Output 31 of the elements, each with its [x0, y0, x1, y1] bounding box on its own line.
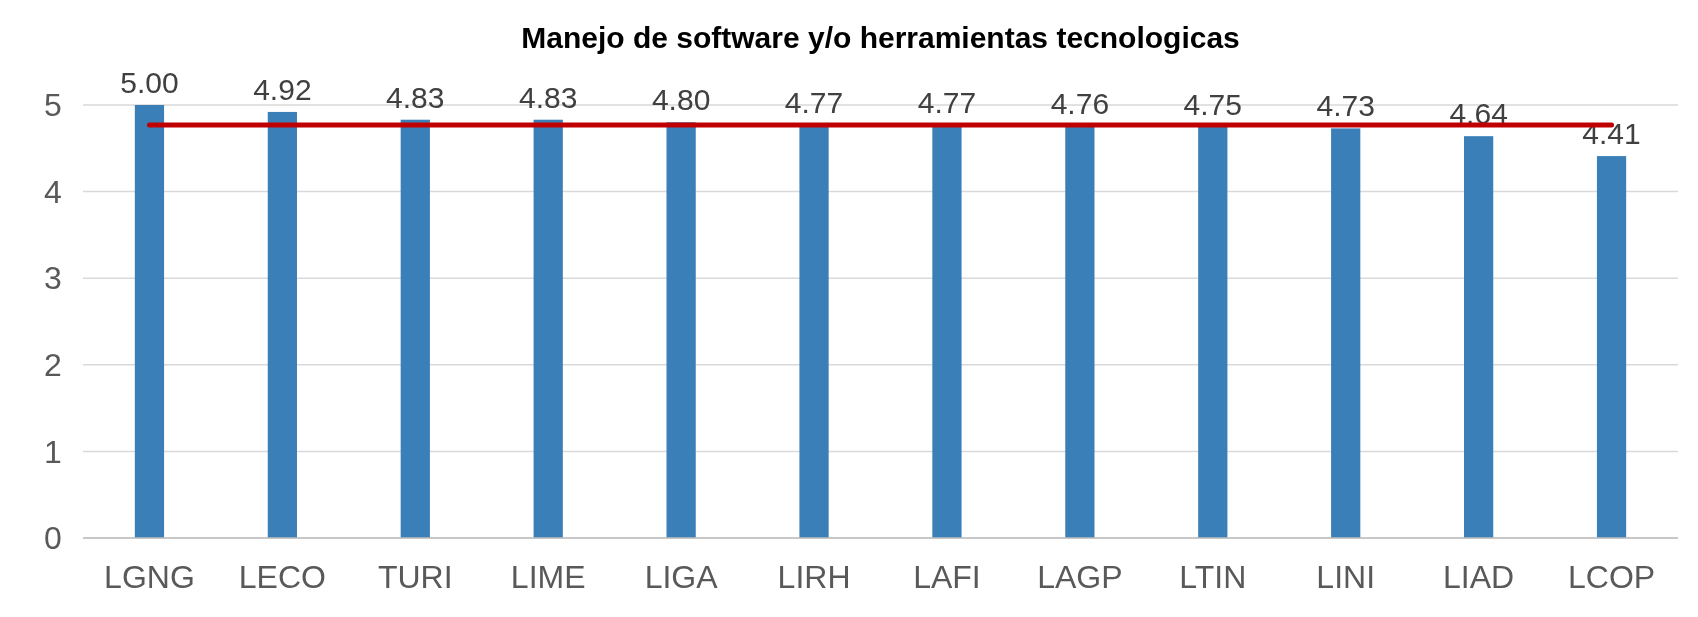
y-tick-label: 3	[44, 260, 62, 297]
data-label: 4.41	[1582, 117, 1641, 151]
data-label: 4.80	[651, 83, 711, 117]
data-label: 4.73	[1316, 89, 1375, 123]
x-tick-label: LAGP	[1037, 559, 1123, 595]
x-tick-label: LTIN	[1179, 559, 1247, 595]
y-tick-label: 1	[44, 433, 62, 470]
x-tick-label: LIRH	[777, 559, 851, 595]
data-label: 4.75	[1183, 87, 1242, 121]
y-tick-label: 0	[44, 520, 62, 557]
data-label: 4.76	[1050, 86, 1110, 120]
x-tick-label: LCOP	[1567, 559, 1656, 595]
data-label: 4.77	[784, 85, 844, 119]
x-tick-label: LGNG	[104, 559, 195, 595]
x-tick-label: TURI	[377, 559, 453, 595]
x-tick-label: LIGA	[644, 559, 719, 595]
chart-title: Manejo de software y/o herramientas tecnologicas	[521, 21, 1240, 54]
y-tick-label: 4	[44, 173, 62, 210]
x-tick-label: LAFI	[913, 559, 981, 595]
x-tick-label: LECO	[238, 559, 326, 595]
x-tick-label: LIAD	[1443, 559, 1515, 595]
y-tick-label: 2	[44, 347, 62, 383]
x-tick-label: LINI	[1316, 559, 1376, 595]
data-label: 4.64	[1449, 97, 1508, 131]
data-label: 4.83	[519, 80, 578, 114]
data-label: 4.92	[253, 72, 312, 106]
y-tick-label: 5	[44, 87, 62, 124]
x-tick-label: LIME	[510, 559, 586, 595]
data-label: 5.00	[120, 66, 179, 99]
data-label: 4.83	[386, 80, 445, 114]
data-label: 4.77	[917, 85, 977, 119]
